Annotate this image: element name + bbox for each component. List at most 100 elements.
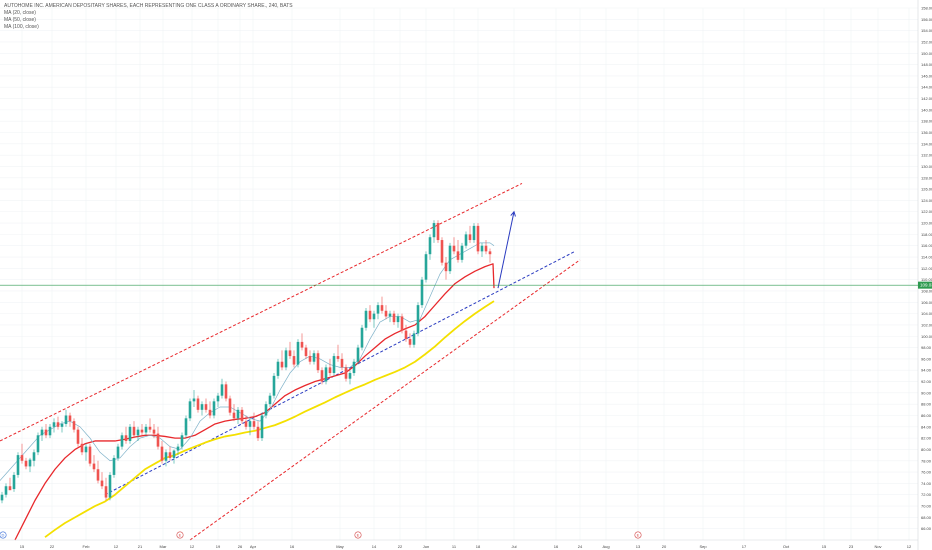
time-tick-label: Jul (511, 544, 516, 549)
price-tick-label: 112.00 (921, 266, 932, 271)
candle-body (448, 245, 452, 272)
time-tick-label: Nov (874, 544, 881, 549)
candle-body (52, 422, 56, 427)
candle-body (48, 426, 52, 436)
candle-body (188, 401, 192, 419)
candle-body (200, 404, 204, 410)
candle-body (308, 356, 312, 362)
candle-body (232, 412, 236, 419)
price-tick-label: 102.00 (921, 322, 932, 327)
legend-ma50[interactable]: MA (50, close) (4, 17, 36, 23)
candle-body (284, 350, 288, 368)
candle-body (436, 223, 440, 241)
candle-body (44, 429, 48, 436)
candle-body (148, 426, 152, 430)
time-tick-label: 15 (20, 544, 25, 549)
candle-body (12, 474, 16, 490)
candle-body (212, 401, 216, 416)
candle-body (240, 409, 244, 422)
candlesticks (0, 220, 492, 504)
price-tick-label: 90.00 (921, 390, 932, 395)
time-tick-label: 11 (452, 544, 457, 549)
candle-body (80, 443, 84, 453)
time-tick-label: 12 (190, 544, 195, 549)
time-tick-label: 16 (290, 544, 295, 549)
projection-arrow (497, 211, 515, 289)
event-marker-icon (354, 531, 362, 539)
time-tick-label: Jun (423, 544, 429, 549)
candle-body (36, 435, 40, 453)
candle-body (488, 251, 492, 255)
price-tick-label: 80.00 (921, 447, 932, 452)
price-tick-label: 66.00 (921, 526, 932, 531)
ma100-line (44, 300, 495, 538)
legend-ma100[interactable]: MA (100, close) (4, 24, 39, 30)
candle-body (292, 356, 296, 365)
candle-body (136, 429, 140, 436)
candle-body (424, 254, 428, 280)
candle-body (412, 333, 416, 345)
time-tick-label: Feb (83, 544, 91, 549)
legend-ma20[interactable]: MA (20, close) (4, 10, 36, 16)
ma20-line (0, 242, 495, 481)
candle-body (68, 415, 72, 422)
time-tick-label: 22 (398, 544, 403, 549)
time-axis[interactable]: 15 22 Feb 12 21 Mar 12 19 26 Apr 16 May 14 22 Jun 11 18 J… (0, 539, 918, 549)
candle-body (16, 455, 20, 475)
candle-body (444, 262, 448, 272)
candle-body (92, 463, 96, 470)
candle-body (204, 404, 208, 410)
price-tick-label: 110.00 (921, 277, 932, 282)
candle-body (124, 435, 128, 441)
event-marker-label: E (637, 533, 640, 538)
price-tick-label: 140.00 (921, 107, 932, 112)
time-tick-label: 22 (50, 544, 55, 549)
price-tick-label: 104.00 (921, 311, 932, 316)
candle-body (476, 225, 480, 252)
price-axis[interactable]: 66.00 68.00 70.00 72.00 74.00 76.00 78.00 80.00… (917, 0, 932, 550)
candle-body (368, 310, 372, 320)
candle-body (324, 367, 328, 382)
time-tick-label: 12 (907, 544, 912, 549)
candle-body (360, 327, 364, 348)
candle-body (8, 486, 12, 491)
price-tick-label: 124.00 (921, 198, 932, 203)
candle-body (88, 446, 92, 464)
candle-body (220, 384, 224, 396)
price-tick-label: 116.00 (921, 243, 932, 248)
time-tick-label: 20 (662, 544, 667, 549)
candle-body (120, 435, 124, 447)
event-marker-icon (0, 531, 7, 539)
candle-body (432, 223, 436, 238)
candle-body (316, 353, 320, 371)
candle-body (60, 423, 64, 427)
candle-body (288, 350, 292, 357)
candle-body (300, 341, 304, 348)
candle-body (408, 339, 412, 345)
channel-line-upper (0, 182, 523, 442)
price-tick-label: 154.00 (921, 28, 932, 33)
candle-body (312, 353, 316, 362)
time-tick-label: Aug (602, 544, 609, 549)
candle-body (216, 395, 220, 402)
price-tick-label: 136.00 (921, 130, 932, 135)
candle-body (384, 310, 388, 317)
candle-body (112, 457, 116, 475)
candle-body (128, 426, 132, 441)
price-tick-label: 70.00 (921, 504, 932, 509)
candle-body (228, 398, 232, 413)
candle-body (440, 240, 444, 263)
price-tick-label: 150.00 (921, 51, 932, 56)
price-tick-label: 74.00 (921, 481, 932, 486)
candle-body (140, 429, 144, 433)
time-tick-label: Sep (699, 544, 707, 549)
time-tick-label: 18 (476, 544, 481, 549)
candle-body (336, 356, 340, 359)
candle-body (396, 316, 400, 323)
price-tick-label: 76.00 (921, 470, 932, 475)
price-tick-label: 156.00 (921, 17, 932, 22)
candle-body (24, 460, 28, 467)
price-tick-label: 132.00 (921, 153, 932, 158)
candle-body (156, 433, 160, 447)
